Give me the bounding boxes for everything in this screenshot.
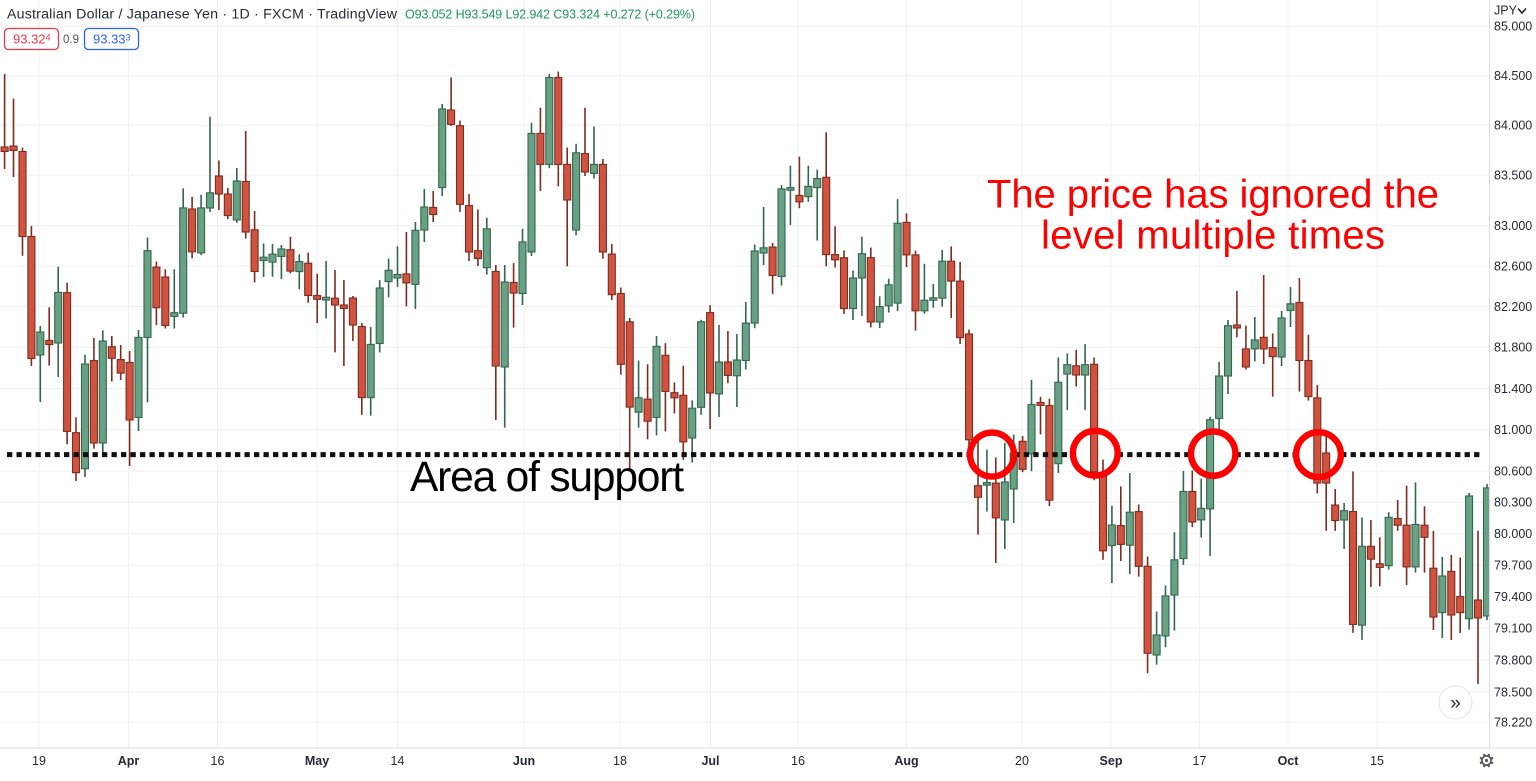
svg-text:»: »: [1450, 693, 1461, 714]
svg-text:93.333: 93.333: [93, 32, 131, 47]
svg-text:JPY: JPY: [1494, 4, 1518, 18]
svg-text:Jul: Jul: [701, 754, 719, 768]
svg-text:78.220: 78.220: [1494, 715, 1532, 729]
svg-text:84.500: 84.500: [1494, 69, 1532, 83]
svg-text:15: 15: [1370, 754, 1384, 768]
svg-text:Area of support: Area of support: [410, 454, 684, 501]
svg-text:85.000: 85.000: [1494, 20, 1532, 34]
svg-text:83.000: 83.000: [1494, 219, 1532, 233]
svg-text:19: 19: [32, 754, 46, 768]
svg-text:81.400: 81.400: [1494, 382, 1532, 396]
svg-text:79.400: 79.400: [1494, 590, 1532, 604]
svg-text:79.700: 79.700: [1494, 558, 1532, 572]
svg-text:May: May: [305, 754, 329, 768]
svg-text:Australian Dollar / Japanese Y: Australian Dollar / Japanese Yen · 1D · …: [7, 7, 398, 23]
svg-text:Sep: Sep: [1100, 754, 1123, 768]
svg-text:Jun: Jun: [513, 754, 535, 768]
svg-text:20: 20: [1015, 754, 1029, 768]
svg-text:78.500: 78.500: [1494, 685, 1532, 699]
svg-text:18: 18: [613, 754, 627, 768]
svg-text:80.000: 80.000: [1494, 527, 1532, 541]
svg-text:84.000: 84.000: [1494, 119, 1532, 133]
svg-text:80.300: 80.300: [1494, 496, 1532, 510]
svg-text:82.200: 82.200: [1494, 300, 1532, 314]
svg-text:16: 16: [211, 754, 225, 768]
svg-text:81.800: 81.800: [1494, 341, 1532, 355]
svg-text:Aug: Aug: [894, 754, 918, 768]
svg-text:17: 17: [1193, 754, 1207, 768]
svg-text:82.600: 82.600: [1494, 259, 1532, 273]
svg-text:80.600: 80.600: [1494, 464, 1532, 478]
svg-text:14: 14: [391, 754, 405, 768]
svg-text:93.324: 93.324: [13, 32, 51, 47]
svg-text:level multiple times: level multiple times: [1041, 214, 1385, 258]
svg-text:0.9: 0.9: [63, 34, 79, 46]
svg-text:16: 16: [791, 754, 805, 768]
svg-text:79.100: 79.100: [1494, 622, 1532, 636]
svg-text:83.500: 83.500: [1494, 169, 1532, 183]
svg-text:Oct: Oct: [1278, 754, 1300, 768]
svg-text:81.000: 81.000: [1494, 423, 1532, 437]
svg-text:The price has ignored the: The price has ignored the: [987, 173, 1439, 217]
svg-text:O93.052 H93.549 L92.942 C93.32: O93.052 H93.549 L92.942 C93.324 +0.272 (…: [405, 8, 695, 22]
svg-text:Apr: Apr: [118, 754, 140, 768]
svg-text:78.800: 78.800: [1494, 653, 1532, 667]
